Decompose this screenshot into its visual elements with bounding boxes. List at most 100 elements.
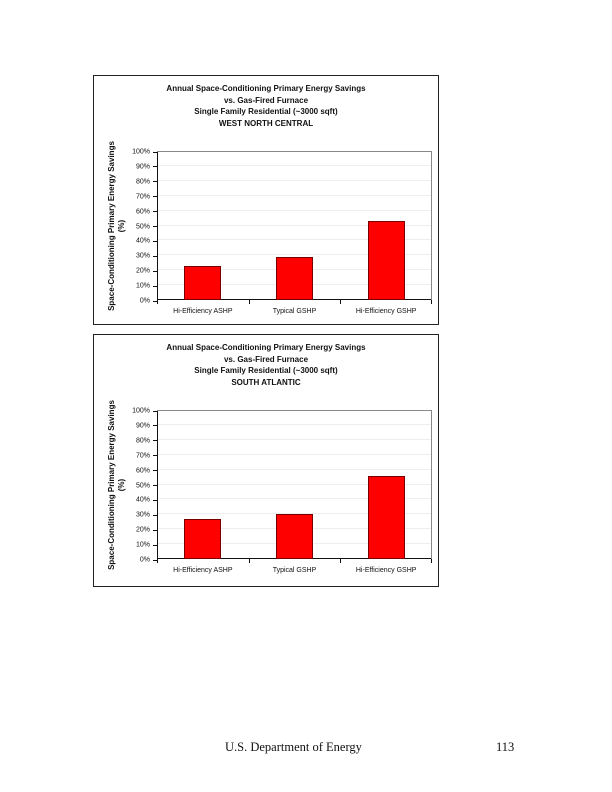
gridline [158,453,431,455]
gridline [158,194,431,196]
y-tick-label: 90% [135,422,150,430]
plot-area: 0% 10% 20% 30% 40% 50% 60% 70% 80% 90% 100% Hi-Effi… [132,149,432,315]
y-tick [153,211,157,213]
x-tick [248,559,250,563]
y-axis-label: Space-Conditioning Primary Energy Saving… [102,141,132,311]
x-tick-label: Typical GSHP [272,308,317,315]
y-axis-line [157,152,158,300]
y-axis-label-line-2: (%) [117,219,127,232]
y-tick-label: 10% [135,282,150,290]
bar [276,256,313,300]
gridline [158,224,431,226]
chart-title: Annual Space-Conditioning Primary Energy… [94,342,438,388]
y-tick [153,544,157,546]
y-tick-label: 30% [135,252,150,260]
gridline [158,483,431,485]
y-tick [153,559,157,561]
y-tick [153,181,157,183]
y-tick-label: 0% [139,297,150,305]
x-tick [340,559,342,563]
y-tick-label: 100% [132,407,150,415]
gridline [158,179,431,181]
x-tick [157,300,158,304]
y-axis-line [157,411,158,559]
gridline [158,423,431,425]
y-tick-label: 30% [135,511,150,519]
y-tick-label: 80% [135,178,150,186]
y-tick [153,166,157,168]
y-tick-label: 80% [135,437,150,445]
gridline [158,468,431,470]
y-axis-label-line-1: Space-Conditioning Primary Energy Saving… [107,399,117,570]
y-tick [153,455,157,457]
y-tick [153,514,157,516]
footer-organization: U.S. Department of Energy [225,740,362,754]
chart-title: Annual Space-Conditioning Primary Energy… [94,83,438,129]
y-tick [153,499,157,501]
x-tick [340,300,342,304]
y-tick-label: 20% [135,267,150,275]
gridline [158,209,431,211]
title-line-1: Annual Space-Conditioning Primary Energy… [166,84,366,93]
y-tick-label: 50% [135,482,150,489]
y-tick [153,270,157,272]
y-tick [153,470,157,472]
y-tick-label: 40% [135,496,150,504]
gridline [158,164,431,166]
bar [367,221,405,300]
y-tick [153,255,157,257]
y-tick [153,240,157,242]
y-tick [153,226,157,227]
x-tick-label: Hi-Efficiency ASHP [173,567,233,574]
x-tick-label: Typical GSHP [272,567,317,574]
y-axis-label-line-2: (%) [117,478,127,491]
bar [184,265,222,300]
y-tick [153,300,157,302]
gridline [158,498,431,500]
gridline [158,438,431,440]
y-tick-label: 60% [135,208,150,216]
title-line-4: SOUTH ATLANTIC [231,377,301,387]
y-tick [153,425,157,427]
y-tick [153,410,157,412]
x-tick [157,559,158,563]
y-tick-label: 100% [132,148,150,156]
gridline [158,254,431,256]
y-tick-label: 70% [135,193,150,201]
bar [276,514,313,559]
y-tick-label: 20% [135,526,150,534]
x-tick [431,300,432,304]
title-line-1: Annual Space-Conditioning Primary Energy… [166,343,366,352]
gridline [158,513,431,515]
x-tick-label: Hi-Efficiency GSHP [355,567,417,574]
bar [184,518,222,559]
y-tick [153,485,157,486]
page-number: 113 [496,740,515,754]
y-tick [153,285,157,287]
x-tick-label: Hi-Efficiency GSHP [355,308,417,315]
y-tick-label: 50% [135,223,150,230]
x-tick [248,300,250,304]
y-tick-label: 90% [135,163,150,171]
title-line-2: vs. Gas-Fired Furnace [223,354,309,364]
chart-west-north-central: Annual Space-Conditioning Primary Energy… [93,75,439,325]
gridline [158,239,431,241]
y-tick [153,151,157,153]
y-axis-label: Space-Conditioning Primary Energy Saving… [102,400,132,570]
y-tick [153,440,157,442]
title-line-3: Single Family Residential (~3000 sqft) [194,107,338,116]
title-line-3: Single Family Residential (~3000 sqft) [194,366,338,375]
y-tick-label: 0% [139,556,150,564]
title-line-4: WEST NORTH CENTRAL [218,118,314,128]
bar [367,475,405,559]
y-tick-label: 10% [135,541,150,549]
y-tick-label: 60% [135,467,150,475]
plot-area: 0% 10% 20% 30% 40% 50% 60% 70% 80% 90% 100% Hi-Effi… [132,408,432,574]
y-axis-label-line-1: Space-Conditioning Primary Energy Saving… [107,140,117,311]
chart-south-atlantic: Annual Space-Conditioning Primary Energy… [93,334,439,587]
x-tick-label: Hi-Efficiency ASHP [173,308,233,315]
title-line-2: vs. Gas-Fired Furnace [223,95,309,105]
y-tick [153,529,157,531]
x-tick [431,559,432,563]
y-tick-label: 40% [135,237,150,245]
